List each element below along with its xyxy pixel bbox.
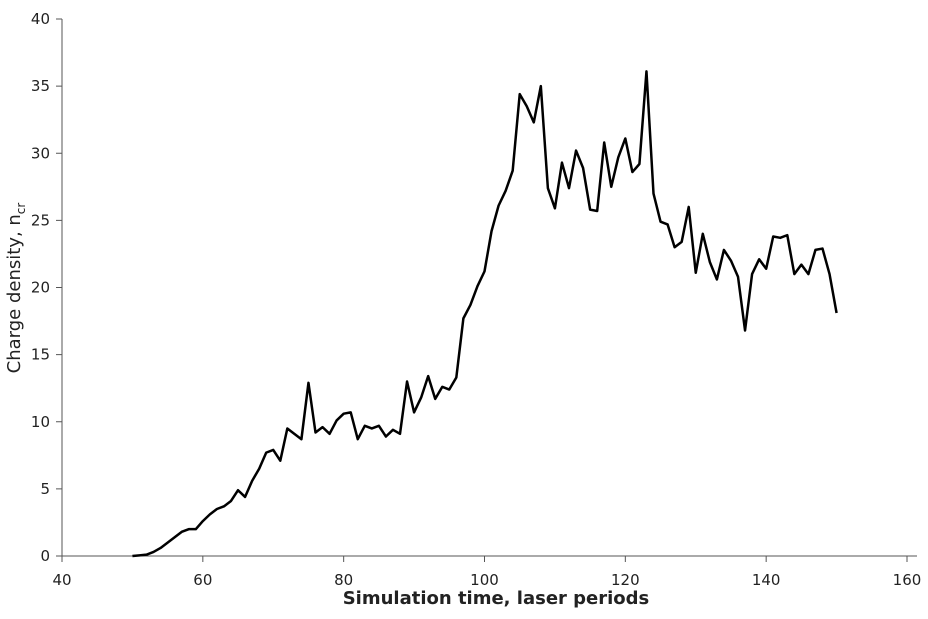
y-tick-label: 15 <box>31 346 50 364</box>
y-tick-label: 0 <box>40 547 50 565</box>
x-tick-label: 100 <box>470 571 499 589</box>
x-tick-label: 140 <box>752 571 781 589</box>
y-tick-label: 25 <box>31 211 50 229</box>
y-tick-label: 20 <box>31 279 50 297</box>
y-axis-title-subscript: cr <box>14 203 28 215</box>
y-axis-title: Charge density, ncr <box>4 203 28 374</box>
y-axis-title-text: Charge density, n <box>4 214 25 373</box>
y-tick-label: 10 <box>31 413 50 431</box>
y-tick-label: 40 <box>31 10 50 28</box>
y-tick-label: 30 <box>31 144 50 162</box>
x-tick-label: 40 <box>52 571 71 589</box>
x-tick-label: 80 <box>334 571 353 589</box>
x-tick-label: 60 <box>193 571 212 589</box>
data-line <box>132 70 838 558</box>
y-tick-label: 35 <box>31 77 50 95</box>
x-tick-label: 120 <box>611 571 640 589</box>
x-tick-label: 160 <box>893 571 922 589</box>
x-axis-title: Simulation time, laser periods <box>343 588 650 609</box>
y-tick-label: 5 <box>40 480 50 498</box>
